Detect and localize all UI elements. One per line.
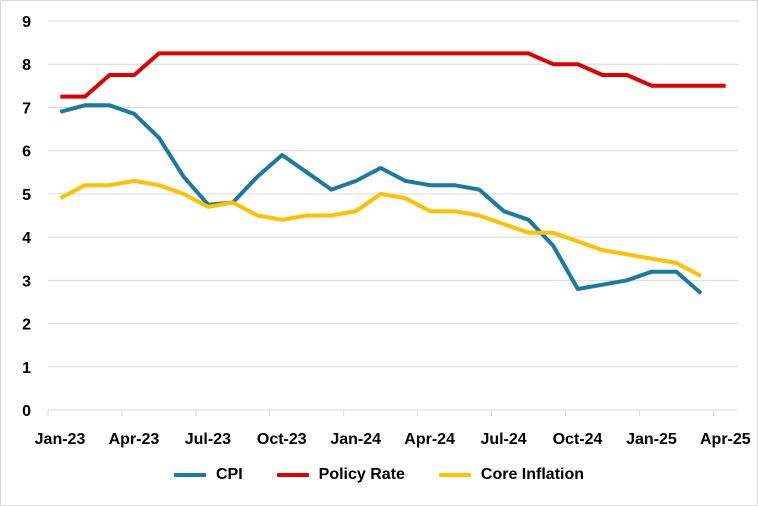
y-tick-label-0: 0 <box>22 403 31 420</box>
legend-item-core-inflation: Core Inflation <box>438 466 585 484</box>
x-tick-label-jan-25: Jan-25 <box>626 431 677 448</box>
series-line-core-inflation <box>59 178 702 278</box>
x-tick-label-jan-24: Jan-24 <box>330 431 381 448</box>
y-tick-label-5: 5 <box>22 187 31 204</box>
series-lines <box>59 51 726 295</box>
y-tick-label-4: 4 <box>22 230 31 247</box>
x-tick-label-oct-23: Oct-23 <box>257 431 307 448</box>
y-tick-label-2: 2 <box>22 317 31 334</box>
y-tick-label-9: 9 <box>22 14 31 31</box>
x-tick-label-jul-23: Jul-23 <box>185 431 231 448</box>
x-axis <box>47 409 738 416</box>
legend-swatch-core-inflation <box>438 473 471 477</box>
series-line-cpi <box>59 103 703 295</box>
legend-swatch-policy-rate <box>276 473 309 477</box>
legend-item-cpi: CPI <box>173 466 243 484</box>
x-tick-label-jul-24: Jul-24 <box>480 431 526 448</box>
series-line-policy-rate <box>60 51 726 99</box>
x-axis-tick-labels: Jan-23 Apr-23 Jul-23 Oct-23 Jan-24 Apr-24 Jul-… <box>35 431 751 448</box>
legend-item-policy-rate: Policy Rate <box>276 466 405 484</box>
y-tick-label-1: 1 <box>22 360 31 377</box>
x-tick-label-jan-23: Jan-23 <box>35 431 86 448</box>
x-tick-label-apr-24: Apr-24 <box>404 431 455 448</box>
y-tick-label-3: 3 <box>22 273 31 290</box>
legend-label-policy-rate: Policy Rate <box>318 466 405 483</box>
legend-swatch-cpi <box>173 473 206 477</box>
y-tick-label-8: 8 <box>22 57 31 74</box>
legend-label-core-inflation: Core Inflation <box>480 466 585 483</box>
y-axis-tick-labels: 0 1 2 3 4 5 6 7 8 9 <box>22 14 31 420</box>
gridlines <box>48 20 738 368</box>
y-tick-label-7: 7 <box>22 100 31 117</box>
x-tick-label-oct-24: Oct-24 <box>553 431 603 448</box>
y-tick-label-6: 6 <box>22 144 31 161</box>
legend: CPI Policy Rate Core Inflation <box>0 462 758 488</box>
x-tick-label-apr-23: Apr-23 <box>109 431 160 448</box>
legend-label-cpi: CPI <box>215 466 243 483</box>
x-tick-label-apr-25: Apr-25 <box>700 431 751 448</box>
